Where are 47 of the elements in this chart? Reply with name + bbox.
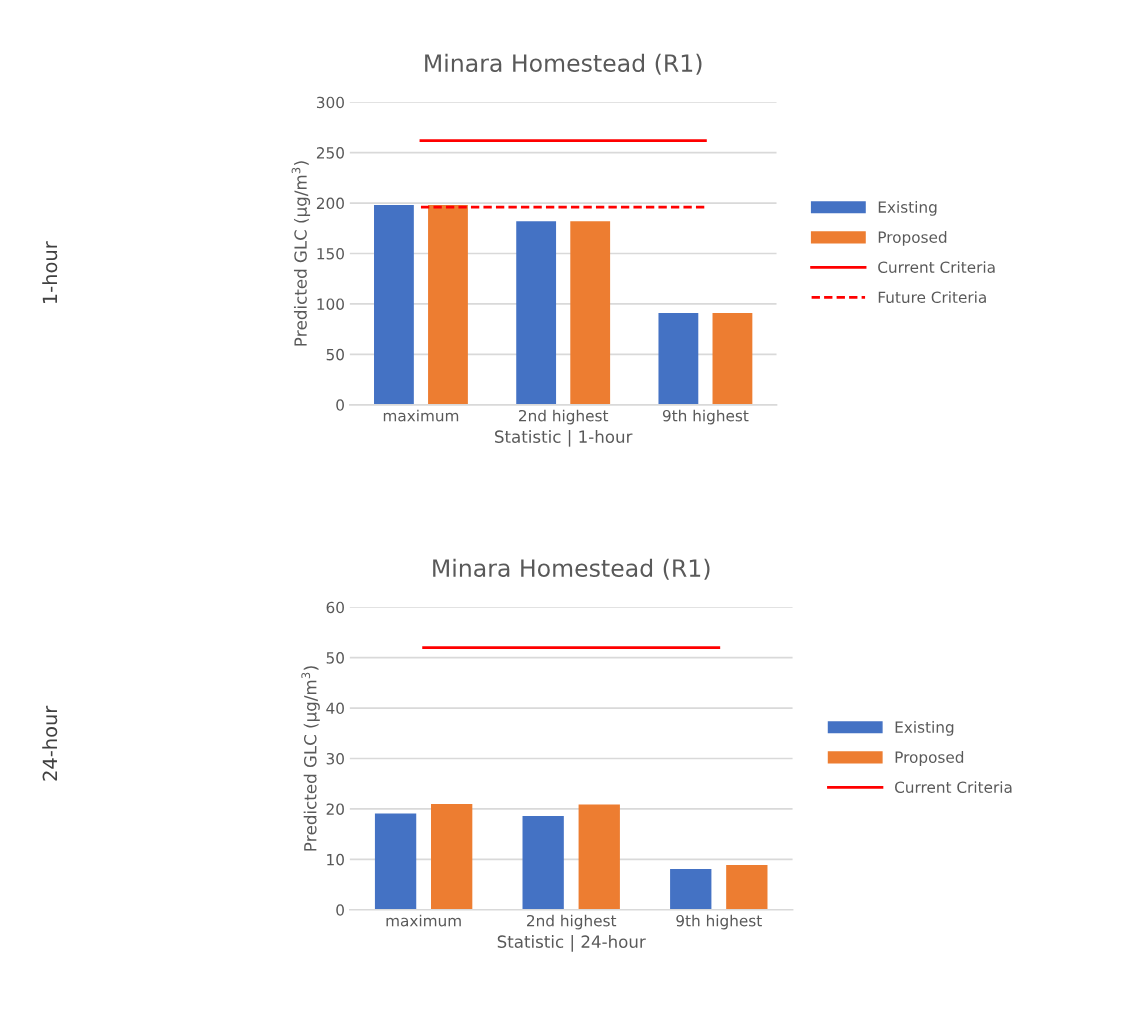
bar (712, 313, 753, 405)
y-tick-label: 0 (336, 399, 344, 411)
y-tick-label: 200 (316, 197, 344, 210)
x-axis-title: Statistic | 24-hour (497, 934, 646, 952)
legend-label: Current Criteria (878, 261, 995, 273)
y-tick-label: 50 (326, 348, 344, 361)
bar (578, 804, 620, 910)
bar (522, 815, 564, 910)
bar (428, 205, 468, 405)
legend-label: Existing (895, 721, 954, 736)
y-tick-label: 300 (316, 96, 344, 109)
y-axis-title: Predicted GLC (µg/m$^{3}$) (291, 161, 311, 346)
y-axis-title: Predicted GLC (µg/m$^{3}$) (301, 666, 320, 851)
bar (726, 864, 768, 910)
text: 24-hour (42, 705, 58, 781)
legend-label: Proposed (878, 231, 947, 246)
chart-title: Minara Homestead (R1) (433, 558, 710, 580)
x-tick-label: 9th highest (676, 914, 762, 930)
y-tick-label: 20 (326, 803, 344, 815)
x-tick-label: 9th highest (662, 409, 749, 425)
y-tick-label: 50 (326, 652, 344, 664)
legend-label: Future Criteria (878, 291, 986, 304)
y-tick-label: 150 (317, 247, 344, 260)
y-tick-label: 60 (326, 601, 344, 614)
bar (658, 313, 699, 405)
bar (374, 205, 414, 405)
y-tick-label: 0 (336, 904, 344, 916)
chart-title: Minara Homestead (R1) (425, 53, 702, 75)
bar (670, 868, 712, 910)
bar (516, 221, 557, 405)
x-tick-label: maximum (386, 914, 461, 927)
x-tick-label: 2nd highest (527, 914, 617, 930)
legend-label: Proposed (895, 751, 964, 766)
text: 1-hour (42, 241, 58, 304)
y-tick-label: 250 (316, 147, 344, 159)
x-tick-label: maximum (383, 409, 459, 422)
bar (570, 221, 611, 405)
legend-label: Current Criteria (895, 781, 1012, 793)
bar (431, 803, 473, 910)
legend-label: Existing (878, 201, 937, 216)
y-tick-label: 10 (327, 853, 344, 866)
y-tick-label: 40 (326, 702, 344, 715)
y-tick-label: 100 (317, 298, 344, 310)
y-tick-label: 30 (326, 752, 344, 765)
bar (374, 813, 417, 910)
x-tick-label: 2nd highest (518, 409, 609, 425)
x-axis-title: Statistic | 1-hour (495, 430, 633, 447)
